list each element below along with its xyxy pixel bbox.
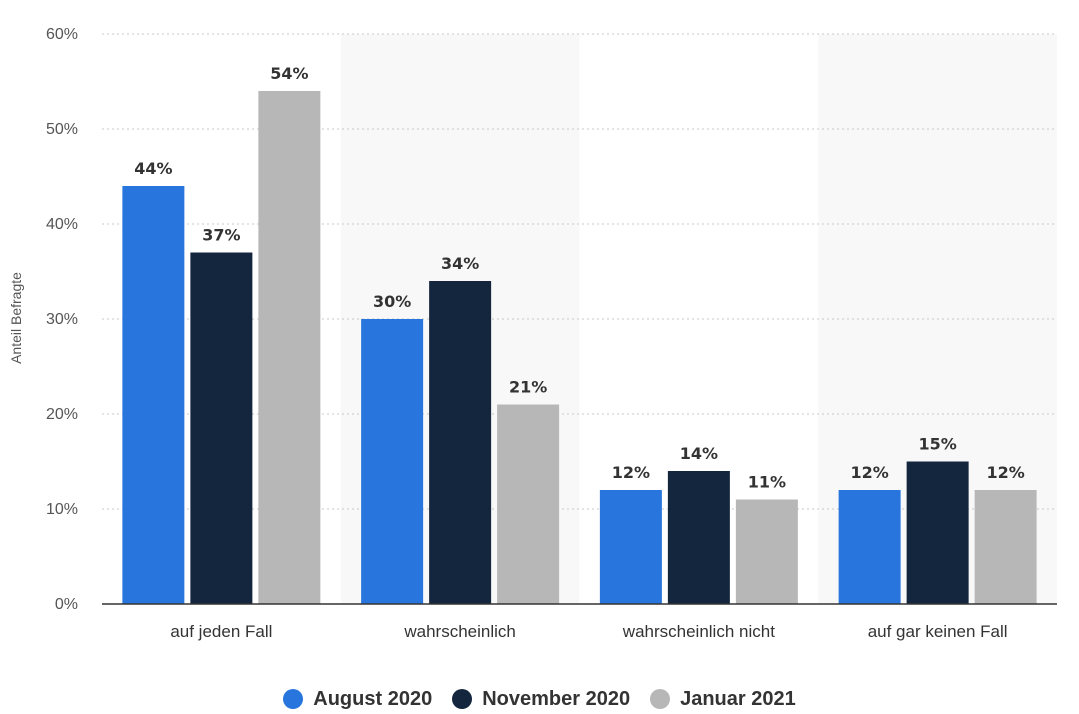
y-tick-label: 50% [46, 121, 78, 138]
data-label: 12% [986, 463, 1024, 482]
data-label: 37% [202, 226, 240, 245]
bar[interactable] [667, 471, 730, 604]
data-label: 34% [441, 254, 479, 273]
data-label: 44% [134, 159, 172, 178]
x-tick-label: auf jeden Fall [170, 622, 272, 641]
y-tick-label: 20% [46, 406, 78, 423]
y-tick-label: 10% [46, 501, 78, 518]
y-tick-label: 30% [46, 311, 78, 328]
data-label: 21% [509, 378, 547, 397]
legend-swatch [283, 689, 304, 709]
x-tick-label: auf gar keinen Fall [868, 622, 1008, 641]
legend-item[interactable]: Januar 2021 [650, 688, 796, 711]
data-label: 15% [918, 435, 956, 454]
bar[interactable] [361, 319, 424, 604]
y-tick-label: 0% [55, 596, 78, 613]
legend-label: November 2020 [482, 687, 631, 710]
legend-label: Januar 2021 [680, 687, 796, 710]
legend-item[interactable]: August 2020 [283, 688, 432, 711]
data-label: 12% [850, 463, 888, 482]
data-label: 11% [748, 473, 786, 492]
bar[interactable] [838, 490, 901, 604]
bar[interactable] [735, 499, 798, 605]
bar[interactable] [429, 281, 492, 604]
bar[interactable] [258, 91, 321, 604]
legend-item[interactable]: November 2020 [452, 688, 630, 711]
data-label: 30% [373, 292, 411, 311]
legend-swatch [452, 689, 473, 709]
y-tick-label: 40% [46, 216, 78, 233]
bar[interactable] [190, 252, 253, 605]
y-axis-label: Anteil Befragte [8, 272, 24, 364]
bar[interactable] [974, 490, 1037, 604]
data-label: 12% [612, 463, 650, 482]
legend-label: August 2020 [313, 687, 433, 710]
bar[interactable] [497, 404, 560, 605]
data-label: 54% [270, 64, 308, 83]
bar-chart: 0% 10% 20% 30% 40% 50% 60% Anteil Befragte 44%… [8, 26, 1057, 641]
y-tick-label: 60% [46, 26, 78, 43]
x-tick-label: wahrscheinlich [403, 622, 516, 641]
bar[interactable] [599, 490, 662, 604]
legend: August 2020 November 2020 Januar 2021 [0, 684, 1079, 714]
data-label: 14% [680, 444, 718, 463]
x-tick-label: wahrscheinlich nicht [622, 622, 775, 641]
legend-swatch [650, 689, 671, 709]
bar[interactable] [122, 186, 185, 604]
bar[interactable] [906, 461, 969, 605]
